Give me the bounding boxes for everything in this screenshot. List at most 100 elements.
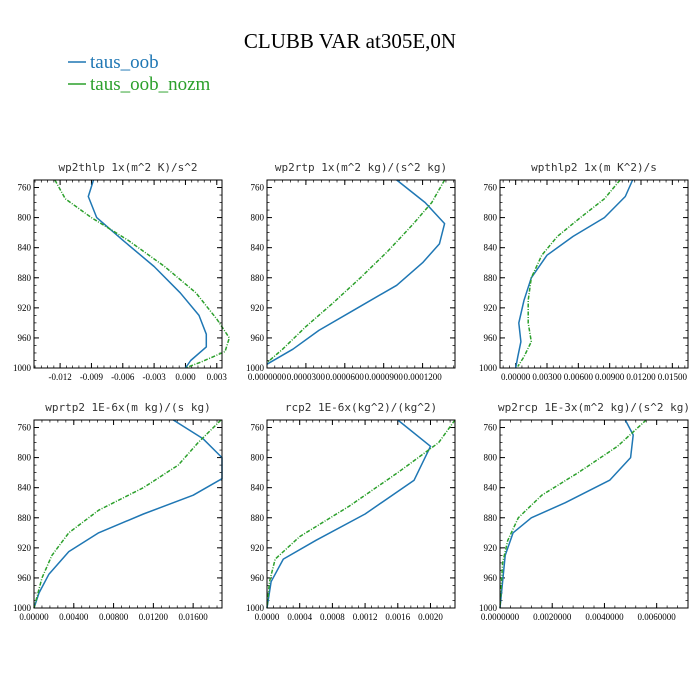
y-tick-label: 1000 [13,363,32,373]
y-tick-label: 800 [484,213,498,223]
y-tick-label: 960 [18,573,32,583]
panel-title: rcp2 1E-6x(kg^2)/(kg^2) [285,401,437,414]
x-tick-label: 0.0000900 [365,372,404,382]
y-tick-label: 800 [18,453,32,463]
panel-frame [33,179,223,369]
figure-title: CLUBB VAR at305E,0N [244,29,456,53]
y-tick-label: 840 [251,243,265,253]
y-tick-label: 960 [251,573,265,583]
panel-frame [499,419,689,609]
y-tick-label: 880 [251,273,265,283]
y-tick-label: 800 [251,213,265,223]
panel-title: wp2thlp 1x(m^2 K)/s^2 [58,161,197,174]
x-tick-label: 0.003 [207,372,228,382]
panel-1: wp2thlp 1x(m^2 K)/s^2 760 800 840 880 920 960 1… [13,161,231,382]
legend-label-taus-oob: taus_oob [90,52,159,73]
y-tick-label: 840 [484,243,498,253]
y-tick-label: 880 [18,513,32,523]
y-tick-label: 760 [484,183,498,193]
x-tick-label: 0.0060000 [638,612,677,622]
x-tick-label: 0.01200 [139,612,169,622]
panel-title: wp2rcp 1E-3x(m^2 kg)/(s^2 kg) [498,401,690,414]
x-tick-label: 0.0020000 [533,612,572,622]
series-line-taus-oob-nozm [499,419,647,609]
x-tick-label: 0.0012 [353,612,378,622]
y-tick-label: 960 [484,573,498,583]
y-tick-label: 1000 [479,603,498,613]
y-tick-label: 960 [484,333,498,343]
y-tick-label: 960 [18,333,32,343]
panel-3: wpthlp2 1x(m K^2)/s 760 800 840 880 920 960 100… [479,161,689,382]
panel-frame [499,179,689,369]
x-tick-label: 0.0004 [287,612,312,622]
panel-2: wp2rtp 1x(m^2 kg)/(s^2 kg) 760 800 840 880 92… [246,161,456,382]
x-tick-label: 0.00000 [501,372,531,382]
x-tick-label: 0.00600 [564,372,594,382]
panel-title: wpthlp2 1x(m K^2)/s [531,161,657,174]
y-tick-label: 920 [251,543,265,553]
legend: taus_oob taus_oob_nozm [68,52,211,95]
x-tick-label: 0.00900 [595,372,625,382]
y-tick-label: 800 [484,453,498,463]
x-tick-label: 0.01500 [658,372,688,382]
x-tick-label: 0.00400 [59,612,89,622]
panel-title: wprtp2 1E-6x(m kg)/(s kg) [45,401,211,414]
x-tick-label: 0.0040000 [585,612,624,622]
x-tick-label: 0.00300 [532,372,562,382]
x-tick-label: -0.006 [111,372,135,382]
y-tick-label: 760 [18,183,32,193]
panel-frame [33,419,223,609]
y-tick-label: 920 [18,303,32,313]
y-tick-label: 840 [251,483,265,493]
x-tick-label: 0.0001200 [403,372,442,382]
series-line-taus-oob [33,419,223,609]
x-tick-label: -0.012 [48,372,71,382]
panel-title: wp2rtp 1x(m^2 kg)/(s^2 kg) [275,161,447,174]
x-tick-label: 0.00000 [19,612,49,622]
series-line-taus-oob-nozm [266,179,446,364]
y-tick-label: 920 [18,543,32,553]
panel-5: rcp2 1E-6x(kg^2)/(kg^2) 760 800 840 880 920 96… [246,401,456,622]
series-line-taus-oob-nozm [33,419,222,609]
x-tick-label: 0.01200 [626,372,656,382]
y-tick-label: 1000 [13,603,32,613]
legend-label-taus-oob-nozm: taus_oob_nozm [90,74,211,95]
y-tick-label: 760 [18,423,32,433]
y-tick-label: 760 [251,183,265,193]
y-tick-label: 840 [18,483,32,493]
series-line-taus-oob-nozm [517,179,621,367]
x-tick-label: 0.00800 [99,612,129,622]
panel-4: wprtp2 1E-6x(m kg)/(s kg) 760 800 840 880 920… [13,401,223,622]
y-tick-label: 1000 [479,363,498,373]
y-tick-label: 760 [484,423,498,433]
series-line-taus-oob [499,419,634,609]
y-tick-label: 920 [484,543,498,553]
x-tick-label: 0.0000000 [481,612,520,622]
y-tick-label: 760 [251,423,265,433]
panel-frame [266,419,456,609]
y-tick-label: 1000 [246,603,265,613]
panel-frame [266,179,456,369]
x-tick-label: 0.0000000 [248,372,287,382]
y-tick-label: 880 [484,273,498,283]
x-tick-label: 0.0000 [255,612,280,622]
y-tick-label: 840 [484,483,498,493]
x-tick-label: 0.0016 [385,612,410,622]
y-tick-label: 920 [484,303,498,313]
x-tick-label: 0.0000300 [287,372,326,382]
y-tick-label: 880 [251,513,265,523]
series-line-taus-oob-nozm [54,179,231,369]
x-tick-label: 0.0020 [418,612,443,622]
y-tick-label: 960 [251,333,265,343]
y-tick-label: 1000 [246,363,265,373]
x-tick-label: 0.000 [175,372,196,382]
x-tick-label: 0.01600 [179,612,209,622]
series-line-taus-oob [266,179,446,365]
x-tick-label: 0.0000600 [326,372,365,382]
panels: wp2thlp 1x(m^2 K)/s^2 760 800 840 880 920 960 1… [13,161,690,622]
y-tick-label: 920 [251,303,265,313]
series-line-taus-oob [266,419,432,609]
x-tick-label: 0.0008 [320,612,345,622]
series-line-taus-oob [87,179,208,369]
